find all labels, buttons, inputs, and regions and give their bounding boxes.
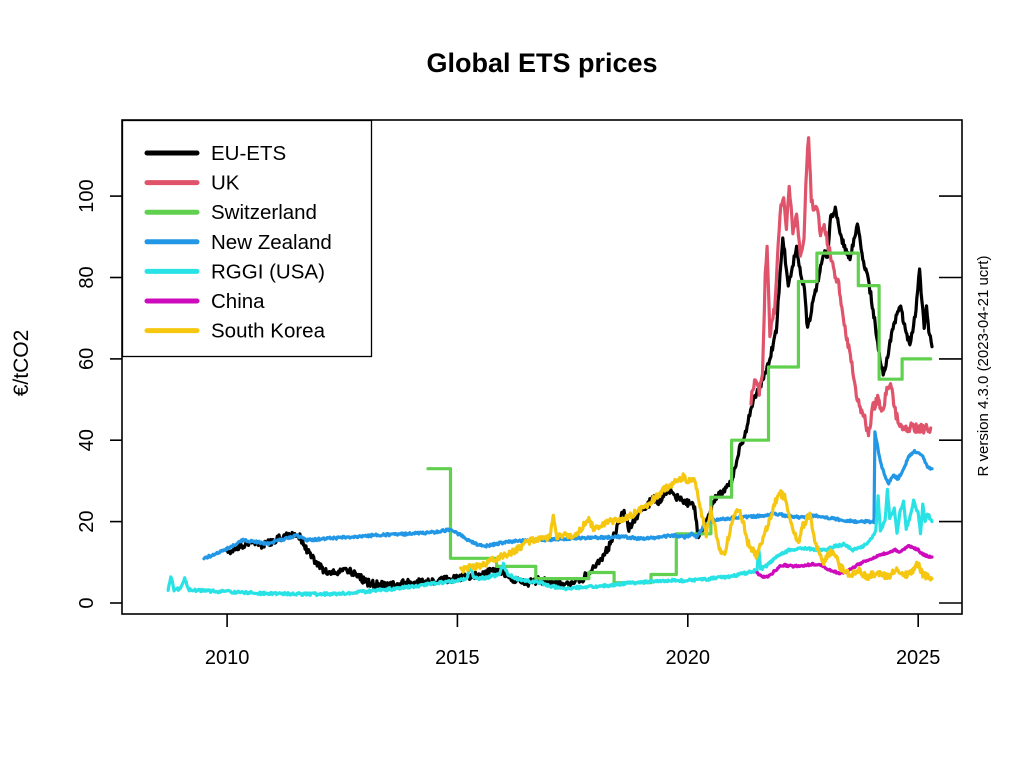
x-tick-label: 2020 xyxy=(666,647,711,669)
series-line-new-zealand xyxy=(202,430,934,561)
x-tick-label: 2015 xyxy=(435,647,480,669)
legend-label-south-korea: South Korea xyxy=(211,320,326,343)
series-line-switzerland xyxy=(426,251,933,585)
series-line-south-korea xyxy=(459,472,934,582)
legend-label-china: China xyxy=(211,290,265,313)
legend-label-switzerland: Switzerland xyxy=(211,201,317,224)
legend-label-rggi-usa: RGGI (USA) xyxy=(211,260,325,283)
x-tick-label: 2025 xyxy=(896,647,941,669)
legend: EU-ETS UK Switzerland New Zealand RGGI (USA)… xyxy=(121,119,373,358)
y-tick-label: 80 xyxy=(76,266,98,288)
legend-label-uk: UK xyxy=(211,172,240,195)
legend-label-eu-ets: EU-ETS xyxy=(211,142,286,165)
y-tick-label: 60 xyxy=(76,348,98,370)
legend-box xyxy=(121,119,373,358)
series-line-rggi-usa xyxy=(166,487,934,597)
x-tick-label: 2010 xyxy=(205,647,250,669)
plot-border xyxy=(121,119,963,615)
y-tick-label: 0 xyxy=(76,597,98,608)
y-tick-label: 40 xyxy=(76,429,98,451)
y-tick-label: 100 xyxy=(76,179,98,212)
chart-title: Global ETS prices xyxy=(426,48,658,78)
y-tick-label: 20 xyxy=(76,510,98,532)
series-line-eu-ets xyxy=(225,205,934,590)
series-line-uk xyxy=(749,136,933,438)
legend-label-new-zealand: New Zealand xyxy=(211,231,332,254)
